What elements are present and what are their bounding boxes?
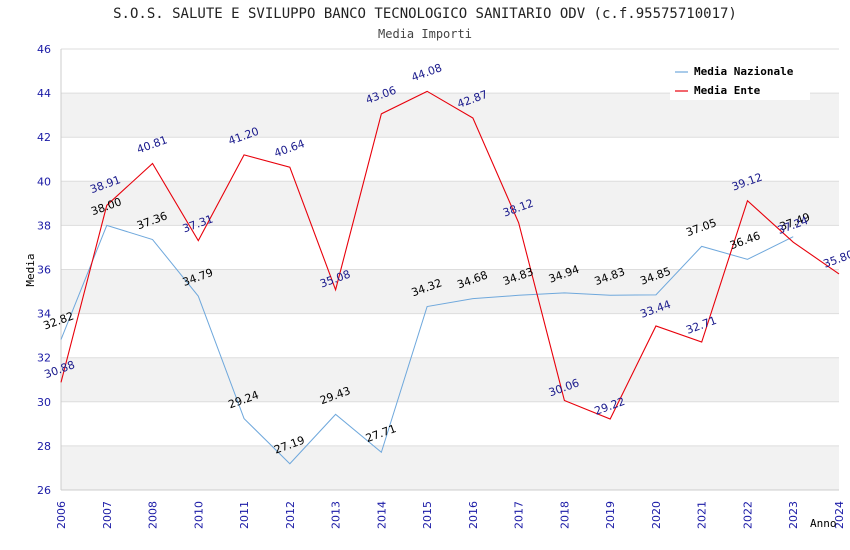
x-tick-label: 2022 bbox=[741, 501, 754, 529]
series-lines bbox=[60, 90, 840, 465]
x-tick-label: 2012 bbox=[284, 501, 297, 529]
grid-band bbox=[61, 93, 839, 138]
x-tick-label: 2023 bbox=[787, 501, 800, 529]
grid-band bbox=[61, 269, 839, 314]
x-tick-labels: 2006 2007 2008 2010 2011 2012 2013 2014 2015 2016… bbox=[55, 501, 846, 529]
y-tick-label: 26 bbox=[37, 484, 51, 497]
y-tick-label: 34 bbox=[37, 308, 51, 321]
x-tick-label: 2010 bbox=[192, 501, 205, 529]
axes bbox=[60, 49, 839, 491]
y-tick-label: 38 bbox=[37, 219, 51, 232]
x-tick-label: 2007 bbox=[101, 501, 114, 529]
x-tick-label: 2021 bbox=[696, 501, 709, 529]
x-tick-label: 2015 bbox=[421, 501, 434, 529]
y-tick-label: 28 bbox=[37, 440, 51, 453]
x-tick-label: 2006 bbox=[55, 501, 68, 529]
x-tick-label: 2018 bbox=[558, 501, 571, 529]
y-axis-label: Media bbox=[24, 253, 37, 286]
y-tick-label: 30 bbox=[37, 396, 51, 409]
data-label-media-ente: 40.64 bbox=[272, 137, 306, 160]
y-tick-label: 44 bbox=[37, 87, 51, 100]
data-label-media-nazionale: 36.46 bbox=[728, 229, 762, 252]
data-label-media-ente: 44.08 bbox=[410, 61, 444, 84]
x-tick-label: 2019 bbox=[604, 501, 617, 529]
chart-subtitle: Media Importi bbox=[378, 27, 472, 41]
x-tick-label: 2008 bbox=[147, 501, 160, 529]
x-tick-label: 2013 bbox=[330, 501, 343, 529]
y-tick-label: 36 bbox=[37, 264, 51, 277]
grid-bands bbox=[61, 93, 839, 490]
series-line-media-ente bbox=[60, 90, 840, 420]
y-tick-label: 32 bbox=[37, 352, 51, 365]
series-line-media-nazionale bbox=[60, 224, 794, 465]
legend-label-media-nazionale: Media Nazionale bbox=[694, 65, 794, 78]
legend-box bbox=[670, 60, 810, 100]
data-label-media-ente: 32.71 bbox=[684, 314, 718, 337]
chart-title: S.O.S. SALUTE E SVILUPPO BANCO TECNOLOGI… bbox=[113, 6, 737, 22]
y-tick-label: 40 bbox=[37, 175, 51, 188]
data-label-media-nazionale: 27.71 bbox=[364, 422, 398, 445]
x-tick-label: 2011 bbox=[238, 501, 251, 529]
legend-label-media-ente: Media Ente bbox=[694, 84, 761, 97]
x-tick-label: 2017 bbox=[513, 501, 526, 529]
grid-band bbox=[61, 181, 839, 226]
x-tick-label: 2024 bbox=[833, 501, 846, 529]
grid-band bbox=[61, 357, 839, 402]
y-tick-label: 46 bbox=[37, 43, 51, 56]
y-tick-label: 42 bbox=[37, 131, 51, 144]
x-tick-label: 2014 bbox=[375, 501, 388, 529]
data-label-media-ente: 35.80 bbox=[822, 248, 850, 271]
y-tick-labels: 26 28 30 32 34 36 38 40 42 44 46 bbox=[37, 43, 51, 497]
legend: Media Nazionale Media Ente bbox=[670, 60, 810, 100]
x-tick-label: 2020 bbox=[650, 501, 663, 529]
x-axis-label: Anno bbox=[810, 517, 837, 530]
grid-band bbox=[61, 445, 839, 490]
x-tick-label: 2016 bbox=[467, 501, 480, 529]
gridlines bbox=[61, 48, 839, 491]
